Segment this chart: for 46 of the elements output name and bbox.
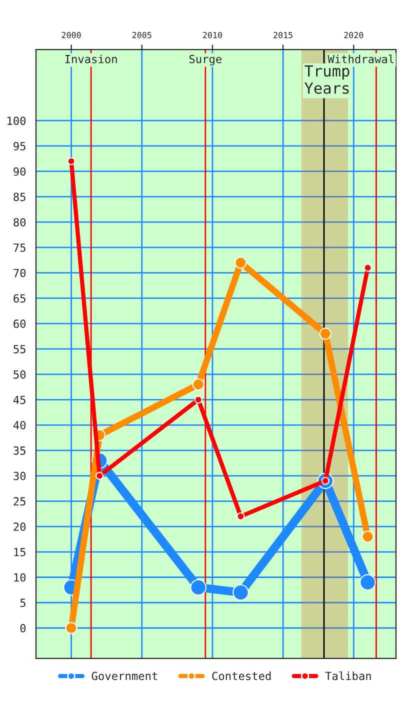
point [362, 530, 374, 543]
point [96, 472, 104, 480]
ref-line-label: Surge [189, 54, 222, 66]
y-tick-label: 80 [14, 218, 26, 226]
point [194, 396, 202, 404]
y-tick-label: 25 [14, 497, 26, 506]
y-tick-label: 85 [14, 192, 26, 202]
y-tick-label: 50 [14, 370, 26, 379]
x-tick-label: 2000 [62, 32, 81, 38]
y-tick-label: 55 [14, 345, 26, 354]
point [190, 579, 207, 596]
y-tick-label: 60 [14, 320, 26, 328]
y-tick-label: 15 [14, 548, 26, 556]
y-tick-label: 45 [13, 396, 26, 404]
y-tick-label: 90 [14, 167, 26, 176]
point [364, 264, 372, 272]
ref-line-label: Withdrawal [328, 54, 394, 64]
y-tick-label: 40 [13, 421, 26, 430]
y-tick-label: 35 [14, 446, 26, 455]
x-tick-label: 2020 [344, 32, 364, 38]
y-tick-label: 20 [14, 522, 26, 531]
y-tick-label: 100 [8, 116, 26, 126]
legend-label: Taliban [325, 671, 371, 680]
y-tick-label: 5 [20, 598, 26, 608]
point [234, 256, 247, 269]
y-tick-label: 10 [14, 573, 26, 582]
point [360, 574, 376, 590]
band-label: Trump Years [304, 65, 350, 94]
legend-label: Contested [212, 672, 271, 680]
point [67, 157, 76, 166]
point [65, 622, 78, 634]
y-tick-label: 70 [14, 268, 26, 278]
y-tick-label: 0 [20, 624, 26, 632]
point [232, 584, 249, 601]
x-tick-label: 2015 [274, 32, 292, 38]
ref-line-label: Invasion [65, 54, 117, 64]
point [192, 378, 204, 391]
legend-label: Government [92, 672, 158, 680]
x-tick-label: 2005 [132, 32, 152, 38]
y-tick-label: 75 [14, 244, 26, 252]
y-tick-label: 95 [14, 142, 26, 150]
point [319, 328, 332, 340]
y-tick-label: 65 [14, 294, 26, 303]
x-tick-label: 2010 [203, 32, 222, 38]
point [236, 512, 245, 520]
y-tick-label: 30 [14, 472, 26, 480]
